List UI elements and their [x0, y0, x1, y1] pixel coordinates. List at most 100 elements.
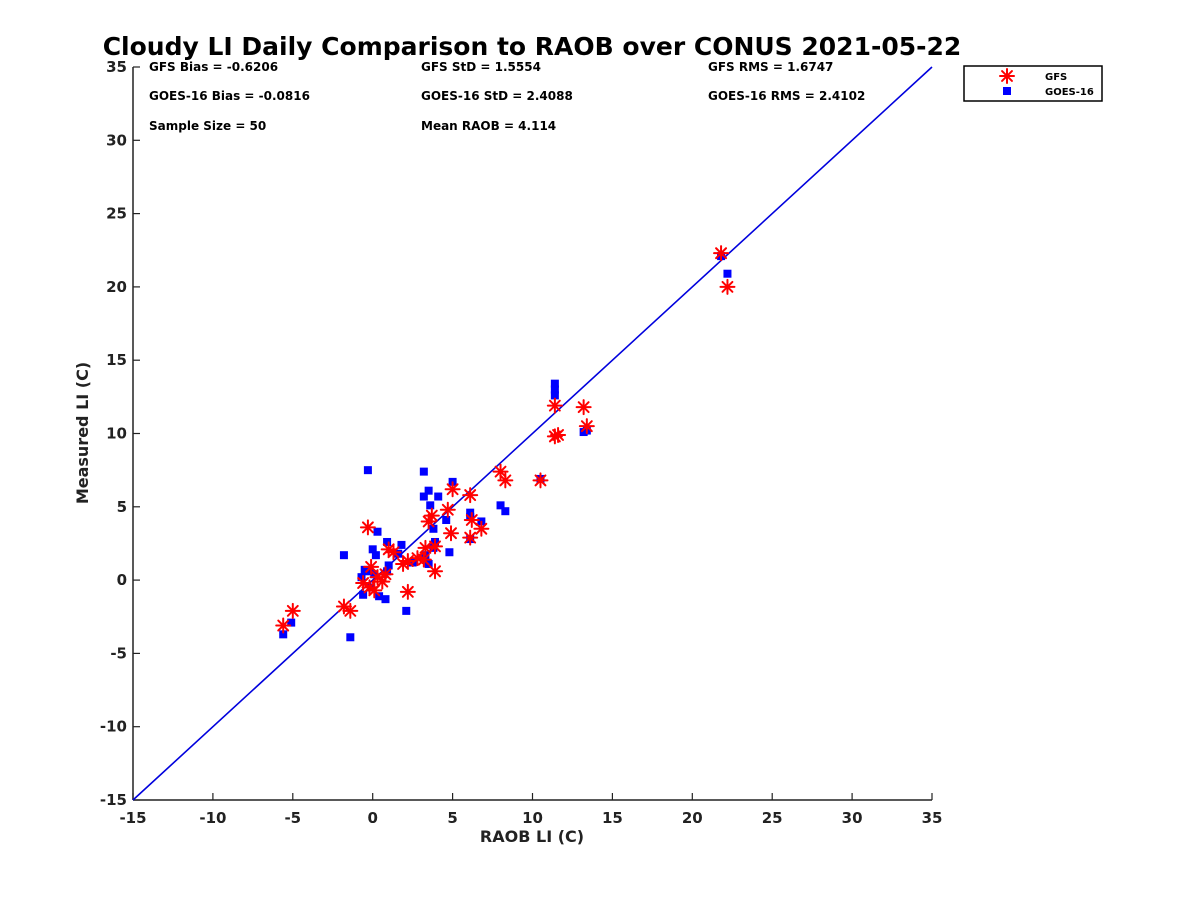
data-point [384, 561, 393, 570]
data-point [371, 551, 380, 560]
stat-text: GOES-16 StD = 2.4088 [421, 89, 573, 103]
stat-text: GFS StD = 1.5554 [421, 60, 541, 74]
y-tick-label: 15 [106, 351, 127, 369]
data-point [427, 563, 444, 580]
data-point [429, 524, 438, 533]
x-tick-label: 20 [682, 809, 703, 827]
data-point [473, 520, 490, 537]
data-point [409, 550, 426, 567]
data-point [443, 525, 460, 542]
y-tick-label: 0 [117, 571, 127, 589]
data-point [445, 548, 454, 557]
data-point [368, 545, 377, 554]
x-tick-label: 5 [447, 809, 457, 827]
data-point [357, 573, 366, 582]
y-tick-label: 30 [106, 131, 127, 149]
x-tick-label: -15 [119, 809, 146, 827]
legend: GFS GOES-16 [963, 65, 1103, 102]
data-point [335, 598, 352, 615]
data-point [383, 537, 392, 546]
stat-text: GFS Bias = -0.6206 [149, 60, 278, 74]
data-point [439, 501, 456, 518]
data-point [501, 507, 510, 516]
data-point [381, 595, 390, 604]
data-point [426, 501, 435, 510]
one-to-one-line [132, 66, 933, 801]
data-point [402, 606, 411, 615]
data-point [395, 555, 412, 572]
x-tick-label: 10 [522, 809, 543, 827]
legend-marker [1003, 87, 1011, 95]
data-point [419, 492, 428, 501]
stat-text: Sample Size = 50 [149, 119, 266, 133]
data-point [550, 379, 559, 388]
data-point [462, 487, 479, 504]
legend-label: GFS [1045, 72, 1067, 83]
data-point [275, 617, 292, 634]
data-point [532, 472, 549, 489]
y-tick-label: 20 [106, 278, 127, 296]
data-point [417, 539, 434, 556]
y-tick-label: -15 [100, 791, 127, 809]
data-point [365, 567, 374, 576]
stat-text: GOES-16 RMS = 2.4102 [708, 89, 865, 103]
data-point [366, 582, 383, 599]
data-point [419, 467, 428, 476]
legend-label: GOES-16 [1045, 87, 1094, 98]
data-point [359, 590, 368, 599]
y-tick-label: 25 [106, 205, 127, 223]
data-point [380, 541, 397, 558]
data-point [723, 269, 732, 278]
data-point [397, 540, 406, 549]
data-point [462, 529, 479, 546]
data-point [424, 486, 433, 495]
axes: -15 -10 -5 0 5 10 15 20 25 30 35 -15 -10 -5 0 5 10 15 20 25… [100, 58, 943, 827]
data-point [279, 630, 288, 639]
x-tick-label: 25 [762, 809, 783, 827]
chart-title: Cloudy LI Daily Comparison to RAOB over … [103, 32, 962, 61]
series-goes-16 [279, 252, 732, 642]
data-point [363, 466, 372, 475]
data-point [423, 507, 440, 524]
data-point [346, 633, 355, 642]
data-point [444, 481, 461, 498]
series-layer [275, 245, 736, 642]
legend-marker [999, 68, 1015, 84]
data-point [550, 385, 559, 394]
y-tick-label: -5 [110, 644, 127, 662]
data-point [287, 618, 296, 627]
data-point [360, 565, 369, 574]
stats-block: GFS Bias = -0.6206 GFS StD = 1.5554 GFS RM… [149, 60, 865, 133]
x-tick-label: -5 [284, 809, 301, 827]
data-point [339, 551, 348, 560]
data-point [550, 426, 567, 443]
y-tick-label: 5 [117, 498, 127, 516]
data-point [394, 549, 403, 558]
stat-text: Mean RAOB = 4.114 [421, 119, 556, 133]
data-point [496, 501, 505, 510]
data-point [442, 515, 451, 524]
data-point [575, 399, 592, 416]
x-tick-label: 15 [602, 809, 623, 827]
reference-line [132, 66, 933, 801]
x-tick-label: 30 [842, 809, 863, 827]
data-point [434, 492, 443, 501]
y-tick-label: -10 [100, 718, 127, 736]
data-point [546, 397, 563, 414]
data-point [713, 245, 730, 262]
y-tick-label: 10 [106, 425, 127, 443]
data-point [497, 472, 514, 489]
data-point [342, 602, 359, 619]
legend-box [963, 65, 1103, 102]
data-point [355, 575, 372, 592]
x-tick-label: -10 [199, 809, 226, 827]
data-point [359, 519, 376, 536]
data-point [719, 278, 736, 295]
data-point [369, 569, 386, 586]
series-gfs [275, 245, 736, 634]
data-point [363, 558, 380, 575]
y-tick-label: 35 [106, 58, 127, 76]
data-point [578, 418, 595, 435]
data-point [373, 527, 382, 536]
